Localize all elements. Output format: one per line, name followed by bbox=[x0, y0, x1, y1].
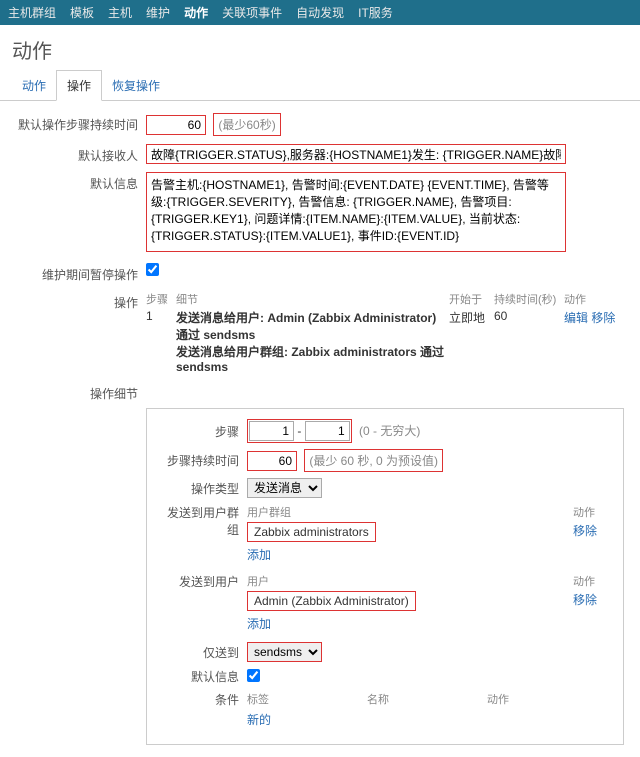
step-label: 步骤 bbox=[157, 423, 247, 440]
info-textarea[interactable]: 告警主机:{HOSTNAME1}, 告警时间:{EVENT.DATE} {EVE… bbox=[146, 172, 566, 252]
group-label: 发送到用户群组 bbox=[157, 504, 247, 538]
step-dur-hint: (最少 60 秒, 0 为预设值) bbox=[304, 449, 443, 472]
tab-0[interactable]: 动作 bbox=[12, 71, 56, 100]
group-col1: 用户群组 bbox=[247, 504, 573, 520]
cond-label: 条件 bbox=[157, 691, 247, 708]
step-to-input[interactable] bbox=[305, 421, 350, 441]
tab-1[interactable]: 操作 bbox=[56, 70, 102, 101]
group-value: Zabbix administrators bbox=[247, 522, 376, 542]
user-remove-link[interactable]: 移除 bbox=[573, 591, 613, 611]
detail-section: 步骤 - (0 - 无穷大) 步骤持续时间 (最少 60 秒, 0 为预设值) … bbox=[146, 408, 624, 745]
recipient-label: 默认接收人 bbox=[16, 144, 146, 164]
nav-0[interactable]: 主机群组 bbox=[8, 6, 56, 20]
user-col2: 动作 bbox=[573, 573, 613, 589]
detail-label: 操作细节 bbox=[16, 382, 146, 402]
cond-col2: 名称 bbox=[367, 691, 487, 707]
user-label: 发送到用户 bbox=[157, 573, 247, 590]
definfo-checkbox[interactable] bbox=[247, 669, 260, 682]
pause-label: 维护期间暂停操作 bbox=[16, 263, 146, 283]
group-remove-link[interactable]: 移除 bbox=[573, 522, 613, 542]
definfo-label: 默认信息 bbox=[157, 668, 247, 685]
step-from-input[interactable] bbox=[249, 421, 294, 441]
ops-h-start: 开始于 bbox=[449, 291, 494, 307]
top-nav: 主机群组模板主机维护动作关联项事件自动发现 IT服务 bbox=[0, 0, 640, 25]
step-dur-input[interactable] bbox=[247, 451, 297, 471]
user-add-link[interactable]: 添加 bbox=[247, 615, 613, 632]
ops-start: 立即地 bbox=[449, 309, 494, 374]
ops-h-action: 动作 bbox=[564, 291, 624, 307]
tab-2[interactable]: 恢复操作 bbox=[102, 71, 170, 100]
ops-dur: 60 bbox=[494, 309, 564, 374]
user-col1: 用户 bbox=[247, 573, 573, 589]
pause-checkbox[interactable] bbox=[146, 263, 159, 276]
type-label: 操作类型 bbox=[157, 480, 247, 497]
nav-4[interactable]: 动作 bbox=[184, 6, 208, 20]
type-select[interactable]: 发送消息 bbox=[247, 478, 322, 498]
step-dur-label: 步骤持续时间 bbox=[157, 452, 247, 469]
info-label: 默认信息 bbox=[16, 172, 146, 192]
page-title: 动作 bbox=[0, 25, 640, 70]
ops-h-detail: 细节 bbox=[176, 291, 449, 307]
ops-edit-link[interactable]: 编辑 bbox=[564, 311, 588, 325]
nav-2[interactable]: 主机 bbox=[108, 6, 132, 20]
tabs: 动作操作恢复操作 bbox=[0, 70, 640, 101]
nav-3[interactable]: 维护 bbox=[146, 6, 170, 20]
duration-hint: (最少60秒) bbox=[213, 113, 280, 136]
ops-line1: 发送消息给用户: Admin (Zabbix Administrator) 通过… bbox=[176, 311, 436, 342]
cond-new-link[interactable]: 新的 bbox=[247, 711, 613, 728]
user-value: Admin (Zabbix Administrator) bbox=[247, 591, 416, 611]
ops-remove-link[interactable]: 移除 bbox=[591, 311, 615, 325]
nav-5[interactable]: 关联项事件 bbox=[222, 6, 282, 20]
ops-line2: 发送消息给用户群组: Zabbix administrators 通过 send… bbox=[176, 345, 444, 374]
step-hint: (0 - 无穷大) bbox=[359, 424, 420, 438]
group-add-link[interactable]: 添加 bbox=[247, 546, 613, 563]
ops-h-dur: 持续时间(秒) bbox=[494, 291, 564, 307]
duration-input[interactable] bbox=[146, 115, 206, 135]
cond-col3: 动作 bbox=[487, 691, 509, 707]
nav-6[interactable]: 自动发现 bbox=[296, 6, 344, 20]
ops-step: 1 bbox=[146, 309, 176, 374]
duration-label: 默认操作步骤持续时间 bbox=[16, 113, 146, 133]
ops-label: 操作 bbox=[16, 291, 146, 311]
nav-1[interactable]: 模板 bbox=[70, 6, 94, 20]
only-label: 仅送到 bbox=[157, 644, 247, 661]
group-col2: 动作 bbox=[573, 504, 613, 520]
ops-h-step: 步骤 bbox=[146, 291, 176, 307]
recipient-input[interactable] bbox=[146, 144, 566, 164]
cond-col1: 标签 bbox=[247, 691, 367, 707]
only-select[interactable]: sendsms bbox=[247, 642, 322, 662]
nav-7[interactable]: IT服务 bbox=[358, 6, 393, 20]
